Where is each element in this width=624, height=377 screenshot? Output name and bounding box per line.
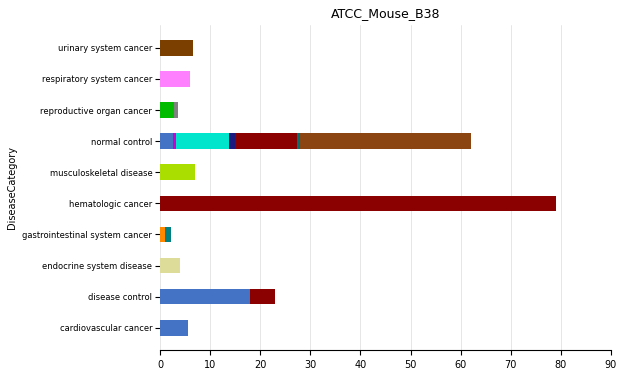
Bar [160,102,174,118]
Bar [160,258,180,273]
Bar [160,133,173,149]
Bar [160,196,556,211]
Bar [173,133,176,149]
Bar [160,227,165,242]
Bar [228,133,235,149]
Bar [250,289,275,305]
Bar [160,40,193,55]
Bar [160,164,195,180]
Bar [174,102,178,118]
Bar [297,133,300,149]
Title: ATCC_Mouse_B38: ATCC_Mouse_B38 [331,7,440,20]
Y-axis label: DiseaseCategory: DiseaseCategory [7,146,17,229]
Bar [235,133,297,149]
Bar [160,71,190,87]
Bar [160,320,188,336]
Bar [160,289,250,305]
Bar [176,133,228,149]
Bar [165,227,170,242]
Bar [300,133,470,149]
